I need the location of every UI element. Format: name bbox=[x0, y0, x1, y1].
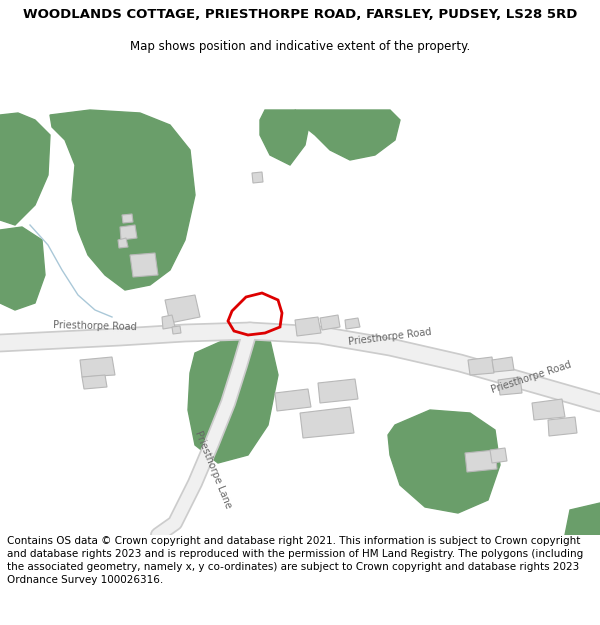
Polygon shape bbox=[118, 238, 128, 248]
Polygon shape bbox=[498, 377, 522, 395]
Polygon shape bbox=[295, 317, 321, 336]
Polygon shape bbox=[260, 110, 310, 165]
Polygon shape bbox=[188, 333, 278, 463]
Text: Priesthorpe Road: Priesthorpe Road bbox=[53, 320, 137, 332]
Text: Contains OS data © Crown copyright and database right 2021. This information is : Contains OS data © Crown copyright and d… bbox=[7, 536, 583, 585]
Polygon shape bbox=[295, 110, 400, 160]
Polygon shape bbox=[120, 225, 137, 240]
Polygon shape bbox=[80, 357, 115, 377]
Polygon shape bbox=[492, 357, 514, 372]
Polygon shape bbox=[490, 448, 507, 463]
Polygon shape bbox=[130, 253, 158, 277]
Text: Priesthorpe Road: Priesthorpe Road bbox=[348, 327, 432, 347]
Text: Priesthorpe Lane: Priesthorpe Lane bbox=[193, 430, 233, 510]
Polygon shape bbox=[388, 410, 500, 513]
Polygon shape bbox=[165, 295, 200, 323]
Polygon shape bbox=[172, 326, 181, 334]
Polygon shape bbox=[300, 407, 354, 438]
Polygon shape bbox=[82, 375, 107, 389]
Polygon shape bbox=[345, 318, 360, 329]
Text: WOODLANDS COTTAGE, PRIESTHORPE ROAD, FARSLEY, PUDSEY, LS28 5RD: WOODLANDS COTTAGE, PRIESTHORPE ROAD, FAR… bbox=[23, 8, 577, 21]
Polygon shape bbox=[50, 110, 195, 290]
Polygon shape bbox=[548, 417, 577, 436]
Polygon shape bbox=[320, 315, 340, 330]
Polygon shape bbox=[0, 227, 45, 310]
Polygon shape bbox=[468, 357, 494, 375]
Text: Priesthorpe Road: Priesthorpe Road bbox=[490, 359, 572, 395]
Polygon shape bbox=[0, 113, 50, 225]
Polygon shape bbox=[122, 214, 133, 223]
Polygon shape bbox=[532, 399, 565, 420]
Polygon shape bbox=[275, 389, 311, 411]
Text: Map shows position and indicative extent of the property.: Map shows position and indicative extent… bbox=[130, 39, 470, 52]
Polygon shape bbox=[252, 172, 263, 183]
Polygon shape bbox=[162, 315, 175, 329]
Polygon shape bbox=[465, 450, 497, 472]
Polygon shape bbox=[318, 379, 358, 403]
Polygon shape bbox=[565, 503, 600, 535]
